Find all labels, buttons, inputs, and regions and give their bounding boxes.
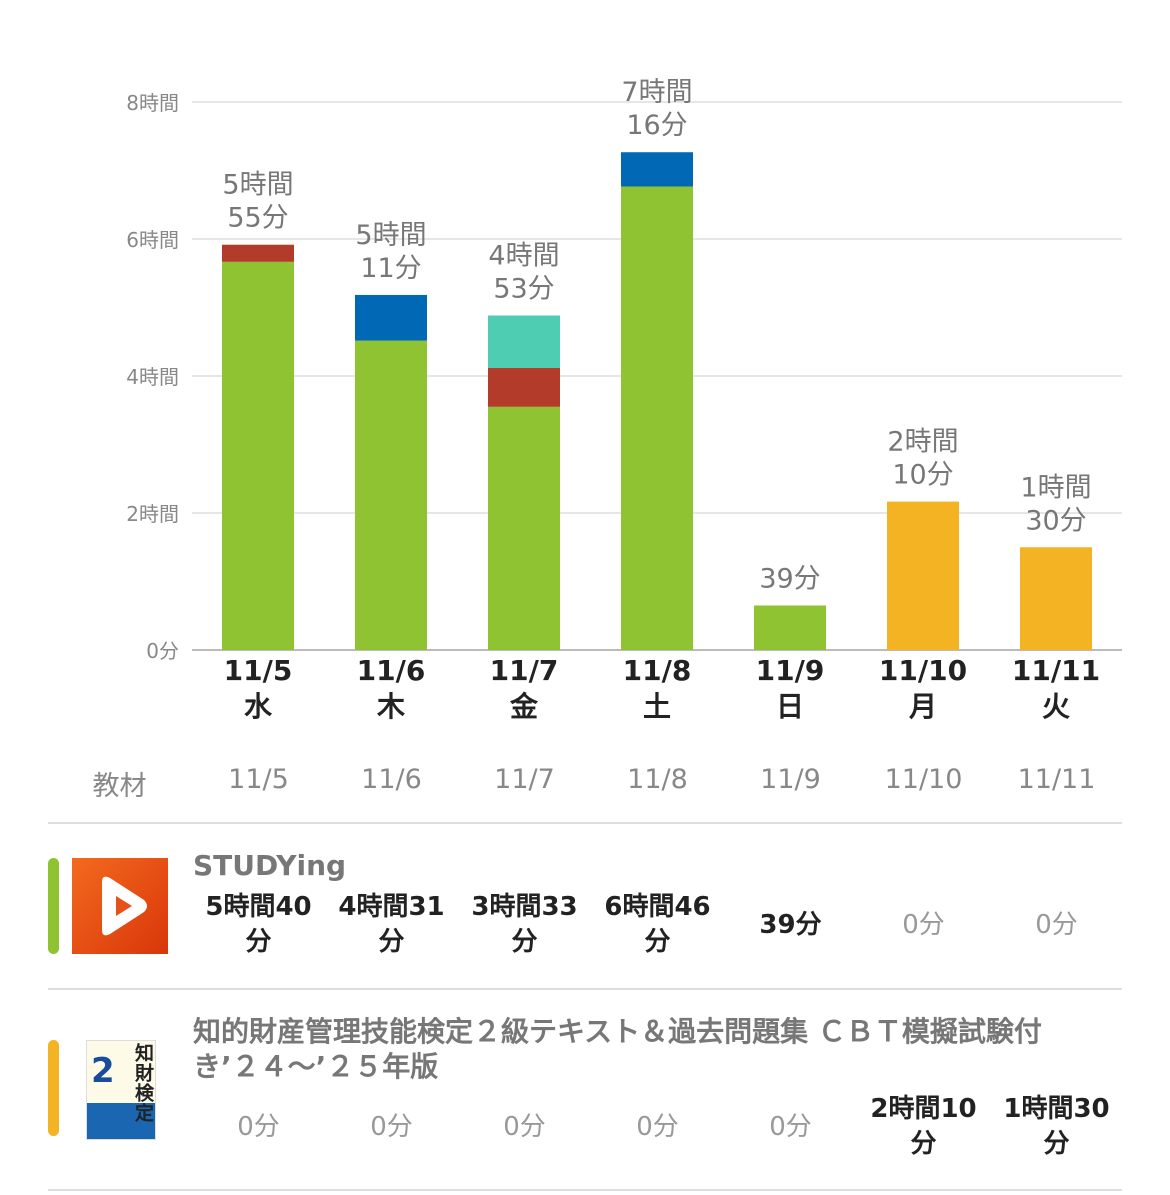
x-tick-label: 11/7	[490, 654, 559, 687]
divider	[48, 1189, 1122, 1191]
total-label: 5時間	[222, 170, 293, 201]
date-column-header: 11/9	[760, 764, 821, 795]
total-label: 53分	[493, 273, 554, 304]
total-label: 2時間	[887, 427, 958, 458]
x-tick-weekday: 日	[776, 690, 804, 723]
total-label: 5時間	[355, 220, 426, 251]
bar-segment	[222, 261, 294, 650]
study-time-chart: 0分2時間4時間6時間8時間5時間55分11/5水5時間11分11/6木4時間5…	[126, 77, 1122, 723]
y-tick-label: 6時間	[126, 228, 179, 252]
total-label: 16分	[626, 110, 687, 141]
date-column-header: 11/11	[1017, 764, 1096, 795]
study-time-cell: 0分	[1035, 909, 1078, 940]
study-time-cell: 2時間10 分	[870, 1094, 977, 1159]
x-tick-label: 11/5	[224, 654, 293, 687]
material-title: STUDYing	[193, 849, 347, 882]
table-header-label: 教材	[92, 771, 147, 802]
x-tick-label: 11/11	[1012, 654, 1100, 687]
bar-segment	[887, 501, 959, 650]
book-cover-title: 知財検定	[132, 1043, 154, 1123]
color-stripe	[48, 858, 59, 954]
total-label: 10分	[892, 460, 953, 491]
x-tick-label: 11/10	[879, 654, 967, 687]
studying-app-icon	[72, 858, 168, 954]
y-tick-label: 0分	[146, 639, 179, 663]
x-tick-weekday: 金	[509, 690, 539, 723]
bar-segment	[621, 152, 693, 187]
bar-segment	[222, 244, 294, 262]
color-stripe	[48, 1040, 59, 1136]
study-time-cell: 6時間46 分	[604, 892, 711, 957]
bar-segment	[488, 406, 560, 650]
bar-segment	[488, 368, 560, 407]
date-column-header: 11/8	[627, 764, 688, 795]
study-time-cell: 0分	[902, 909, 945, 940]
study-time-cell: 0分	[237, 1111, 280, 1142]
bar-segment	[355, 294, 427, 341]
total-label: 30分	[1025, 505, 1086, 536]
x-tick-label: 11/8	[623, 654, 692, 687]
study-time-cell: 0分	[769, 1111, 812, 1142]
bar-segment	[355, 340, 427, 650]
x-tick-weekday: 月	[908, 690, 937, 723]
x-tick-label: 11/6	[357, 654, 426, 687]
study-time-cell: 5時間40 分	[205, 892, 312, 957]
total-label: 55分	[227, 203, 288, 234]
material-title-line2: き’２４～’２５年版	[193, 1050, 439, 1083]
y-tick-label: 4時間	[126, 365, 179, 389]
date-column-header: 11/7	[494, 764, 555, 795]
study-time-cell: 0分	[370, 1111, 413, 1142]
total-label: 4時間	[488, 240, 559, 271]
x-tick-weekday: 木	[376, 690, 405, 723]
bar-segment	[754, 605, 826, 650]
study-time-cell: 0分	[636, 1111, 679, 1142]
material-title: 知的財産管理技能検定２級テキスト＆過去問題集 ＣＢＴ模擬試験付 き’２４～’２５年…	[193, 1014, 1113, 1084]
x-tick-weekday: 土	[643, 690, 671, 723]
study-time-cell: 0分	[503, 1111, 546, 1142]
study-time-cell: 39分	[759, 909, 822, 940]
total-label: 39分	[759, 563, 820, 594]
study-time-cell: 3時間33 分	[471, 892, 578, 957]
date-column-header: 11/6	[361, 764, 422, 795]
x-tick-weekday: 火	[1042, 690, 1070, 723]
total-label: 1時間	[1020, 472, 1091, 503]
date-column-header: 11/10	[884, 764, 963, 795]
date-column-header: 11/5	[228, 764, 289, 795]
bar-segment	[621, 186, 693, 650]
material-title-line1: 知的財産管理技能検定２級テキスト＆過去問題集 ＣＢＴ模擬試験付	[193, 1015, 1042, 1048]
study-time-cell: 4時間31 分	[338, 892, 445, 957]
x-tick-weekday: 水	[244, 690, 273, 723]
bar-segment	[1020, 547, 1092, 650]
divider	[48, 988, 1122, 990]
x-tick-label: 11/9	[756, 654, 825, 687]
total-label: 7時間	[621, 77, 692, 108]
book-cover-image: 2 知財検定	[86, 1040, 156, 1140]
y-tick-label: 8時間	[126, 91, 179, 115]
study-time-cell: 1時間30 分	[1003, 1094, 1110, 1159]
total-label: 11分	[360, 253, 421, 284]
bar-segment	[488, 315, 560, 369]
divider	[48, 822, 1122, 824]
y-tick-label: 2時間	[126, 502, 179, 526]
